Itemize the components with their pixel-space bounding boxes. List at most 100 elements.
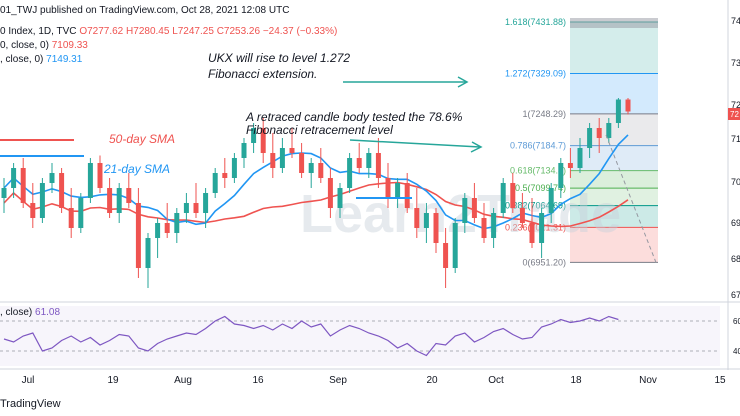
- fib-level-label: 0.786(7184.7): [510, 141, 566, 151]
- change-value: −24.37 (−0.33%): [262, 26, 338, 37]
- candle-body: [299, 153, 305, 173]
- y-tick-label: 73: [731, 58, 740, 68]
- candle-body: [97, 163, 103, 188]
- candle-body: [145, 238, 151, 268]
- ma2-label: , close, 0): [0, 54, 44, 65]
- ma2-value: 7149.31: [46, 54, 83, 65]
- projection-dashed-line: [605, 134, 658, 266]
- brand-name: TradingView: [0, 398, 61, 410]
- candle-body: [193, 203, 199, 213]
- y-tick-label: 68: [731, 254, 740, 264]
- fib-zone: [570, 188, 658, 206]
- low-value: L7247.25: [172, 26, 214, 37]
- price-tag: [728, 108, 740, 120]
- candle-body: [203, 193, 209, 213]
- candle-body: [39, 183, 45, 218]
- candle-body: [481, 218, 487, 238]
- fib-zone: [570, 113, 658, 146]
- candle-body: [87, 163, 93, 198]
- symbol-prefix: 0 Index, 1D, TVC: [0, 26, 77, 37]
- fibonacci-levels: 1.618(7431.88) 1.272(7329.09) 1(7248.29) 0.…: [505, 17, 658, 267]
- ma1-line: 0, close, 0) 7109.33: [0, 40, 88, 51]
- candle-body: [279, 148, 285, 168]
- candle-body: [414, 208, 420, 228]
- candle-body: [366, 153, 372, 168]
- sma21-annotation: 21-day SMA: [103, 162, 170, 176]
- ukx-annotation-line2: Fibonacci extension.: [208, 67, 317, 81]
- tradingview-logo: TradingView: [0, 398, 61, 410]
- candle-body: [519, 208, 525, 223]
- fib-zone: [570, 170, 658, 189]
- fib-level-label: 0.382(7064.69): [505, 201, 566, 211]
- candle-body: [260, 128, 266, 153]
- candle-body: [59, 173, 65, 208]
- x-tick-label: Jul: [22, 375, 35, 386]
- candle-body: [126, 188, 132, 203]
- ohlc-line: 0 Index, 1D, TVC O7277.62 H7280.45 L7247…: [0, 26, 337, 37]
- candle-body: [404, 183, 410, 208]
- rsi-tick-label: 40: [733, 347, 740, 356]
- x-tick-label: 16: [252, 375, 264, 386]
- retrace-arrow: [349, 139, 483, 153]
- candle-body: [462, 198, 468, 223]
- fib-level-label: 1(7248.29): [522, 109, 566, 119]
- candle-body: [78, 198, 84, 228]
- y-tick-label: 67: [731, 290, 740, 300]
- y-tick-label: 71: [731, 134, 740, 144]
- main-pane: [0, 0, 710, 300]
- candle-body: [174, 213, 180, 233]
- candles: [1, 98, 631, 288]
- publish-line: 01_TWJ published on TradingView.com, Oct…: [0, 5, 290, 16]
- fib-level-label: 0.236(7021.31): [505, 222, 566, 232]
- candle-body: [491, 213, 497, 238]
- fib-zone: [570, 227, 658, 263]
- candle-body: [155, 223, 161, 238]
- candle-body: [241, 143, 247, 158]
- fib-level-label: 1.618(7431.88): [505, 17, 566, 27]
- candle-body: [606, 123, 612, 138]
- candle-body: [251, 128, 257, 143]
- candle-body: [107, 188, 113, 213]
- rsi-tick-label: 60: [733, 317, 740, 326]
- x-tick-label: Sep: [329, 375, 347, 386]
- rsi-band: [0, 306, 720, 366]
- candle-body: [433, 213, 439, 243]
- fib-zone: [570, 145, 658, 171]
- fib-zone: [570, 205, 658, 228]
- candle-body: [327, 178, 333, 208]
- y-tick-label: 69: [731, 218, 740, 228]
- candle-body: [135, 203, 141, 268]
- candle-body: [587, 128, 593, 148]
- fib-zone: [570, 22, 658, 74]
- candle-body: [68, 208, 74, 228]
- candle-body: [270, 153, 276, 168]
- rsi-label: , close): [0, 307, 33, 318]
- candle-body: [500, 183, 506, 213]
- candle-body: [539, 213, 545, 243]
- fib-level-label: 0.5(7099.74): [515, 183, 566, 193]
- open-value: O7277.62: [79, 26, 124, 37]
- y-tick-label: 74: [731, 16, 740, 26]
- candle-body: [308, 163, 314, 173]
- y-tick-label: 70: [731, 177, 740, 187]
- rsi-plot: 60 40: [0, 306, 740, 366]
- watermark: Learn2Trade: [300, 184, 621, 244]
- candle-body: [164, 223, 170, 233]
- x-tick-label: 20: [426, 375, 438, 386]
- high-value: H7280.45: [126, 26, 170, 37]
- x-tick-label: Oct: [488, 375, 504, 386]
- candle-body: [318, 163, 324, 178]
- fib-level-label: 1.272(7329.09): [505, 68, 566, 78]
- candle-body: [1, 188, 7, 198]
- candle-body: [30, 203, 36, 218]
- y-axis: 74 73 72 71 70 69 68 67: [731, 16, 740, 300]
- candle-body: [625, 99, 631, 112]
- retrace-annotation-line1: A retraced candle body tested the 78.6%: [245, 110, 463, 124]
- candle-body: [11, 168, 17, 188]
- candle-body: [423, 213, 429, 228]
- x-tick-label: Aug: [174, 375, 192, 386]
- candle-body: [356, 158, 362, 168]
- ma1-value: 7109.33: [51, 40, 88, 51]
- candle-body: [231, 158, 237, 178]
